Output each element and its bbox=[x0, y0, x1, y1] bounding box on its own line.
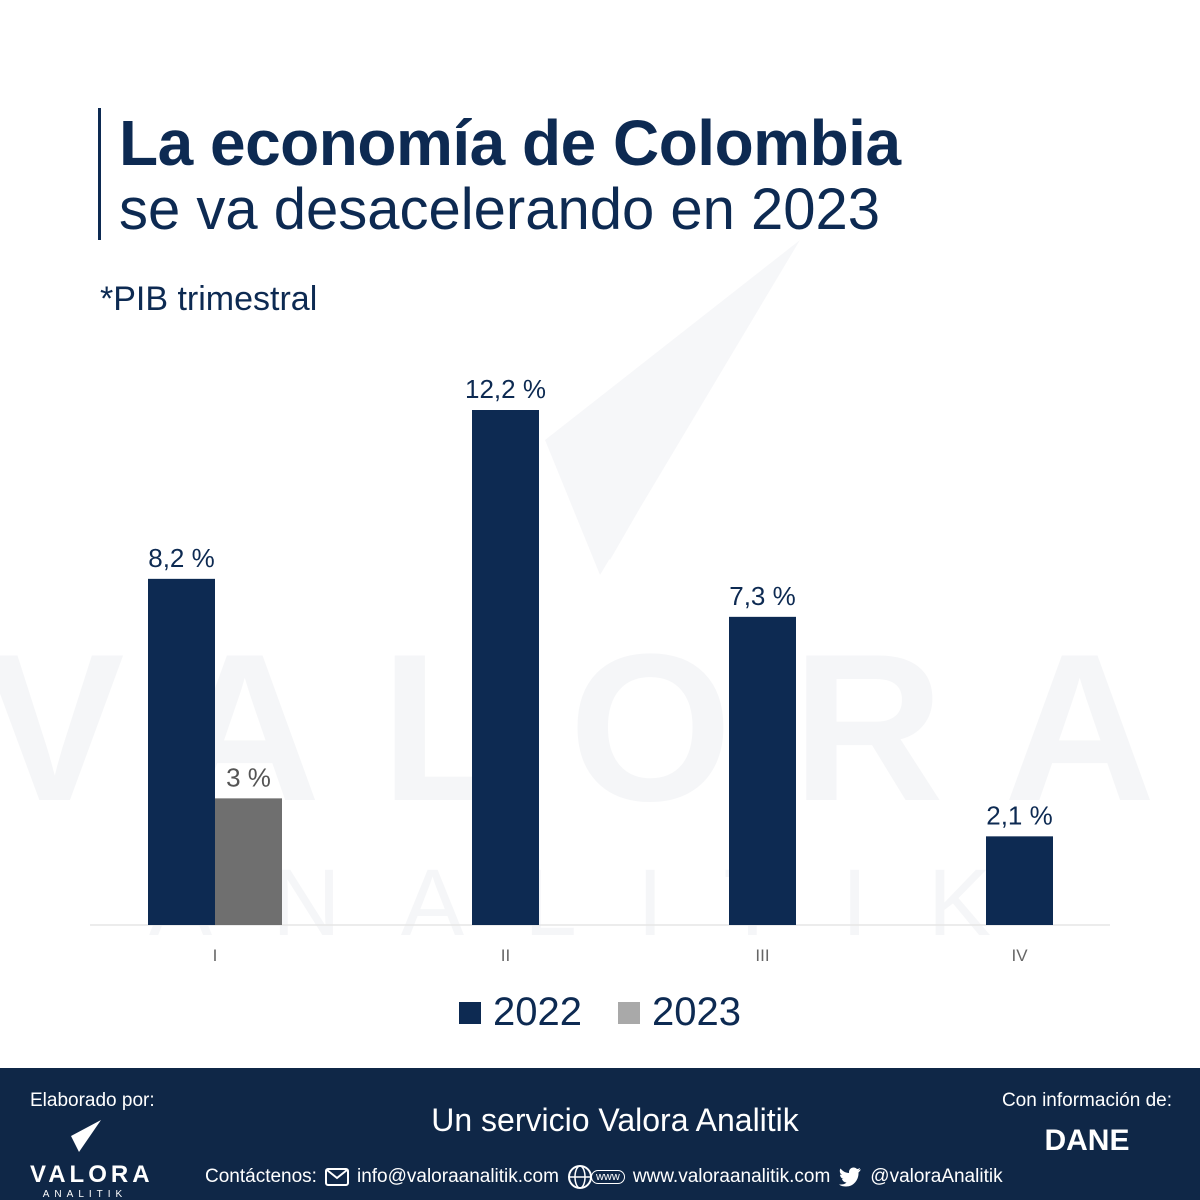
web-badge: www bbox=[590, 1170, 625, 1184]
globe-icon bbox=[567, 1165, 592, 1189]
bar-2022-II bbox=[472, 410, 539, 925]
contact-email[interactable]: info@valoraanalitik.com bbox=[356, 1166, 559, 1187]
legend-item-2022: 2022 bbox=[459, 990, 582, 1035]
bar-2022-IV bbox=[986, 836, 1053, 925]
made-by-label: Elaborado por: bbox=[30, 1090, 155, 1111]
contact-website[interactable]: www.valoraanalitik.com bbox=[632, 1166, 831, 1187]
data-label-2022-II: 12,2 % bbox=[465, 374, 546, 404]
chart-subtitle-line: se va desacelerando en 2023 bbox=[119, 177, 881, 242]
envelope-icon bbox=[324, 1168, 349, 1186]
data-label-2022-IV: 2,1 % bbox=[986, 800, 1053, 830]
bar-2022-III bbox=[729, 616, 796, 925]
x-tick-III: III bbox=[755, 946, 769, 965]
service-text: Un servicio Valora Analitik bbox=[431, 1102, 799, 1138]
bar-2022-I bbox=[148, 578, 215, 925]
legend: 2022 2023 bbox=[0, 990, 1200, 1035]
legend-item-2023: 2023 bbox=[618, 990, 741, 1035]
twitter-icon bbox=[839, 1167, 862, 1187]
source-block: Con información de: DANE bbox=[1002, 1090, 1172, 1158]
contact-label: Contáctenos: bbox=[205, 1166, 317, 1187]
legend-swatch-2023 bbox=[618, 1001, 640, 1024]
footer: Elaborado por: VALORA ANALITIK Un servic… bbox=[0, 1068, 1200, 1200]
data-label-2022-I: 8,2 % bbox=[148, 543, 215, 573]
valora-logo[interactable]: VALORA ANALITIK bbox=[30, 1118, 154, 1200]
contact-twitter[interactable]: @valoraAnalitik bbox=[870, 1166, 1003, 1187]
source-label: Con información de: bbox=[1001, 1090, 1172, 1111]
legend-label-2023: 2023 bbox=[652, 990, 741, 1034]
data-label-2022-III: 7,3 % bbox=[729, 581, 796, 611]
source-name: DANE bbox=[1044, 1124, 1130, 1157]
contact-bar: Contáctenos: info@valoraanalitik.com www… bbox=[205, 1164, 1003, 1190]
chart-note: *PIB trimestral bbox=[100, 280, 318, 318]
legend-swatch-2022 bbox=[459, 1001, 482, 1024]
x-tick-II: II bbox=[501, 946, 510, 965]
x-tick-IV: IV bbox=[1011, 946, 1028, 965]
data-label-2023-I: 3 % bbox=[226, 762, 271, 792]
x-tick-I: I bbox=[213, 946, 218, 965]
valora-logo-icon bbox=[71, 1120, 101, 1152]
logo-word: VALORA bbox=[30, 1161, 154, 1188]
legend-label-2022: 2022 bbox=[493, 990, 582, 1034]
chart-title: La economía de Colombia bbox=[119, 107, 901, 179]
bar-chart: 8,2 % 3 % I 12,2 % II 7,3 % III 2,1 % IV bbox=[90, 374, 1110, 965]
bar-2023-I bbox=[215, 798, 282, 925]
logo-sub: ANALITIK bbox=[42, 1189, 128, 1200]
title-block: La economía de Colombia se va desacelera… bbox=[98, 107, 901, 242]
